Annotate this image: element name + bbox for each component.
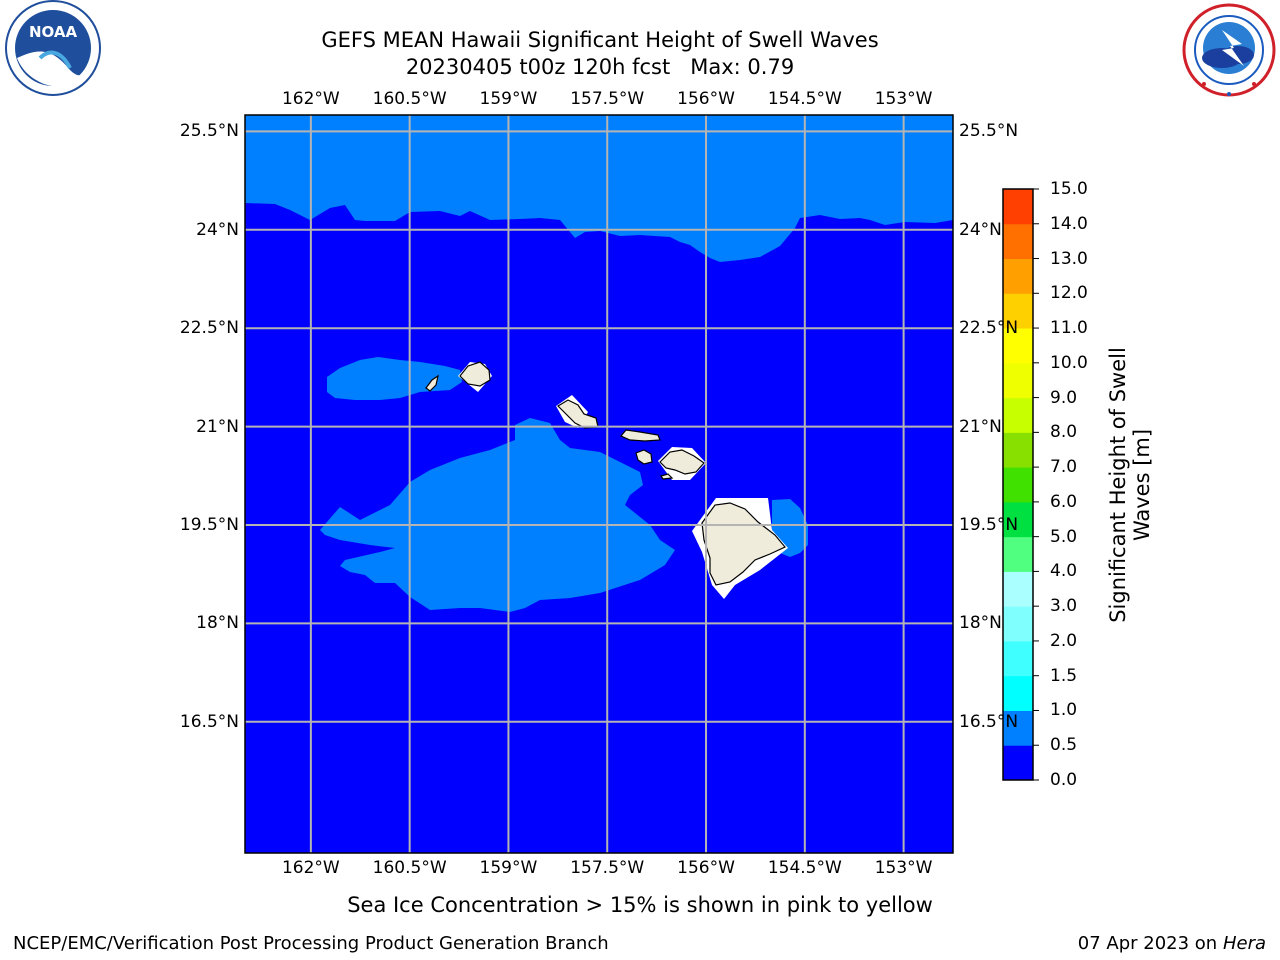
colorbar-segment xyxy=(1003,571,1033,607)
colorbar-segment xyxy=(1003,362,1033,399)
nws-logo xyxy=(1178,0,1280,102)
colorbar-segment xyxy=(1003,223,1033,260)
colorbar-tick-label: 7.0 xyxy=(1050,457,1078,478)
lon-tick-label: 154.5°W xyxy=(767,89,842,109)
colorbar-segment xyxy=(1003,293,1033,329)
forecast-run: 20230405 t00z 120h fcst xyxy=(405,55,671,79)
colorbar-tick-label: 15.0 xyxy=(1050,179,1088,199)
lat-tick-label: 25.5°N xyxy=(959,121,1019,142)
island-molokai xyxy=(620,429,661,442)
colorbar-segment xyxy=(1003,710,1033,746)
colorbar-segment xyxy=(1003,606,1033,642)
colorbar-frame xyxy=(1002,188,1034,781)
island-hawaii xyxy=(701,502,786,586)
colorbar-segment xyxy=(1003,501,1033,538)
sea-ice-caption: Sea Ice Concentration > 15% is shown in … xyxy=(347,893,933,917)
footer-right: 07 Apr 2023 on Hera xyxy=(1078,933,1266,955)
islands xyxy=(425,361,786,586)
lon-tick-label: 162°W xyxy=(281,89,340,109)
colorbar-segment xyxy=(1003,397,1033,433)
colorbar-tick-label: 11.0 xyxy=(1050,318,1088,339)
map-grid xyxy=(245,115,953,853)
colorbar-tick-label: 1.0 xyxy=(1050,700,1078,721)
lon-tick-label: 156°W xyxy=(677,89,735,109)
lat-tick-label: 22.5°N xyxy=(959,318,1019,339)
lat-tick-label: 16.5°N xyxy=(179,711,239,732)
lon-tick-label: 156°W xyxy=(677,858,735,878)
lon-tick-label: 160.5°W xyxy=(372,89,447,109)
lat-tick-label: 25.5°N xyxy=(179,121,239,142)
island-kauai xyxy=(459,361,491,387)
colorbar-tick-label: 4.0 xyxy=(1050,561,1078,582)
colorbar-tick-label: 14.0 xyxy=(1050,213,1088,234)
island-maui xyxy=(659,449,705,475)
footer-machine: Hera xyxy=(1222,933,1266,954)
island-niihau xyxy=(425,374,439,392)
noaa-logo-text: NOAA xyxy=(29,23,78,41)
colorbar-tick-label: 6.0 xyxy=(1050,491,1078,512)
nws-logo-graphic xyxy=(1182,3,1276,97)
lat-tick-label: 22.5°N xyxy=(179,318,239,339)
footer-date: 07 Apr 2023 on xyxy=(1077,933,1218,954)
colorbar-segment xyxy=(1003,675,1033,711)
lat-tick-label: 21°N xyxy=(196,416,239,437)
island-lanai xyxy=(635,449,653,465)
lat-tick-label: 19.5°N xyxy=(959,515,1019,535)
max-value: Max: 0.79 xyxy=(690,55,795,79)
colorbar-label-line1: Significant Height of Swell xyxy=(1106,346,1130,623)
island-kahoolawe xyxy=(660,473,674,480)
colorbar-tick-label: 2.0 xyxy=(1050,630,1078,651)
lat-tick-label: 24°N xyxy=(196,219,239,240)
colorbar-segment xyxy=(1003,258,1033,294)
lat-tick-label: 16.5°N xyxy=(959,711,1019,732)
map-title: GEFS MEAN Hawaii Significant Height of S… xyxy=(321,28,879,52)
colorbar xyxy=(1002,188,1039,781)
island-oahu xyxy=(557,399,599,429)
colorbar-tick-label: 1.5 xyxy=(1050,665,1078,686)
lon-tick-label: 159°W xyxy=(479,858,538,878)
north-swell-band xyxy=(245,115,953,262)
map-frame xyxy=(244,114,954,854)
colorbar-segment xyxy=(1003,640,1033,677)
colorbar-tick-label: 9.0 xyxy=(1050,387,1078,408)
colorbar-tick-label: 0.0 xyxy=(1050,770,1078,790)
colorbar-tick-label: 3.0 xyxy=(1050,596,1078,617)
lat-tick-label: 18°N xyxy=(959,613,1002,634)
noaa-logo: NOAA xyxy=(0,0,106,106)
lat-tick-label: 24°N xyxy=(959,219,1002,240)
lon-tick-label: 159°W xyxy=(479,89,538,109)
colorbar-segment xyxy=(1003,189,1033,225)
colorbar-segment xyxy=(1003,328,1033,364)
lon-tick-label: 160.5°W xyxy=(372,858,447,878)
colorbar-tick-label: 8.0 xyxy=(1050,422,1078,443)
lat-tick-label: 18°N xyxy=(196,613,239,634)
colorbar-tick-label: 12.0 xyxy=(1050,283,1088,304)
colorbar-segment xyxy=(1003,432,1033,468)
lat-tick-label: 19.5°N xyxy=(179,515,239,535)
colorbar-tick-label: 13.0 xyxy=(1050,248,1088,269)
colorbar-segment xyxy=(1003,536,1033,572)
map-subtitle: 20230405 t00z 120h fcst Max: 0.79 xyxy=(0,55,1200,79)
colorbar-label-line2: Waves [m] xyxy=(1130,428,1154,541)
colorbar-segment xyxy=(1003,467,1033,503)
lon-tick-label: 157.5°W xyxy=(570,858,645,878)
lon-tick-label: 157.5°W xyxy=(570,89,645,109)
lon-tick-label: 154.5°W xyxy=(767,858,842,878)
colorbar-tick-label: 5.0 xyxy=(1050,526,1078,547)
lat-tick-label: 21°N xyxy=(959,416,1002,437)
footer-left: NCEP/EMC/Verification Post Processing Pr… xyxy=(13,933,609,954)
colorbar-tick-label: 10.0 xyxy=(1050,352,1088,373)
lon-tick-label: 162°W xyxy=(281,858,340,878)
colorbar-tick-label: 0.5 xyxy=(1050,735,1078,756)
colorbar-segment xyxy=(1003,745,1033,781)
lon-tick-label: 153°W xyxy=(874,858,933,878)
noaa-logo-graphic: NOAA xyxy=(5,0,101,96)
lon-tick-label: 153°W xyxy=(874,89,933,109)
